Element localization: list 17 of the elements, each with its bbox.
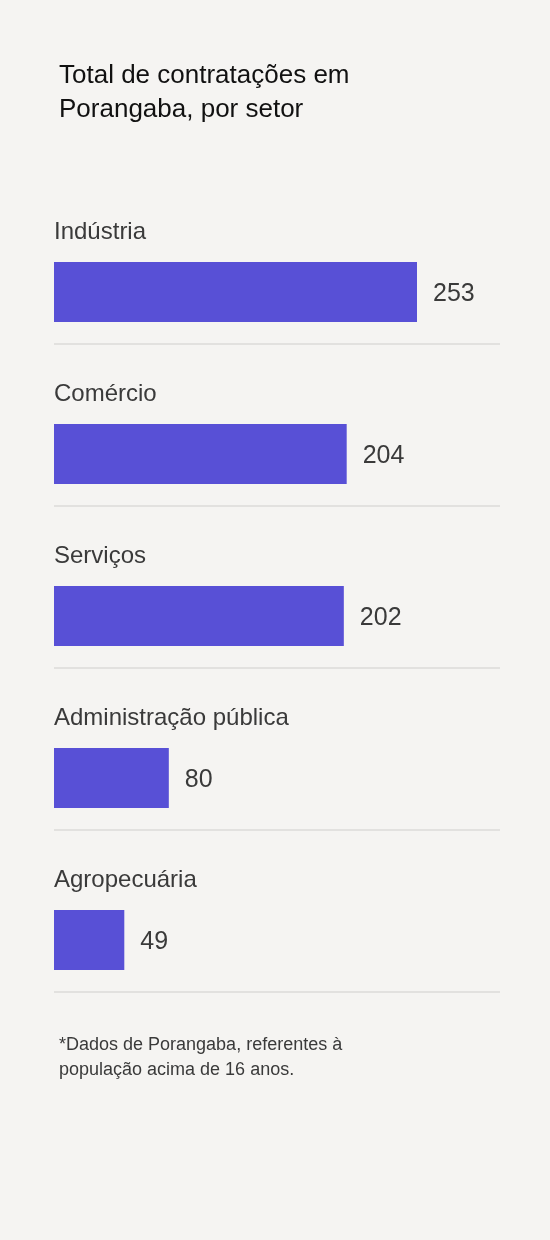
y-tick-label: Serviços <box>54 540 147 568</box>
data-label: 202 <box>359 602 402 630</box>
bar <box>54 262 417 322</box>
bar <box>54 748 169 808</box>
data-label: 80 <box>184 764 213 792</box>
bar <box>54 586 344 646</box>
y-tick-label: Agropecuária <box>54 864 198 892</box>
bar <box>54 424 347 484</box>
data-label: 253 <box>433 278 475 306</box>
y-tick-label: Administração pública <box>54 702 290 730</box>
data-label: 204 <box>362 440 405 468</box>
chart-title: Total de contratações em Porangaba, por setor <box>59 59 357 123</box>
bar <box>54 910 125 970</box>
text: *Dados de Porangaba, referentes à população acima de 16 anos. <box>59 1033 348 1079</box>
data-label: 49 <box>140 926 169 954</box>
y-tick-label: Indústria <box>54 216 147 244</box>
y-tick-label: Comércio <box>54 378 157 406</box>
